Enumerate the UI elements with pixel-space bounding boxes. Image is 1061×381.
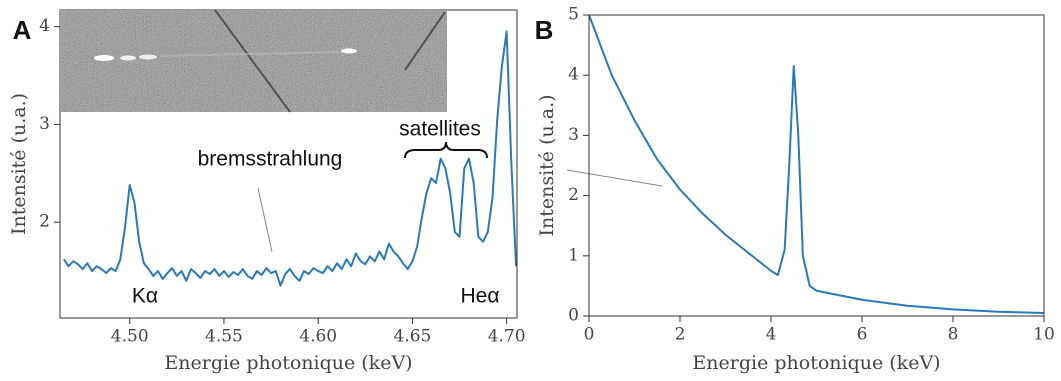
detector-image (60, 9, 447, 113)
x-tick-label: 4 (766, 325, 777, 345)
annotation-pointer (566, 169, 663, 187)
image-streak (214, 9, 291, 113)
y-tick-label: 2 (568, 185, 579, 205)
x-tick-label: 4.60 (299, 327, 337, 347)
y-tick-label: 2 (39, 212, 50, 232)
panel-label: B (535, 15, 554, 45)
image-spot (341, 48, 357, 54)
y-tick-label: 3 (39, 114, 50, 134)
y-axis-label: Intensité (u.a.) (536, 94, 558, 236)
x-tick-label: 0 (584, 325, 595, 345)
x-tick-label: 2 (675, 325, 686, 345)
y-tick-label: 4 (568, 65, 579, 85)
x-axis-label: Energie photonique (keV) (164, 352, 412, 374)
data-line (62, 30, 518, 287)
y-tick-label: 1 (568, 245, 579, 265)
y-tick-label: 4 (39, 16, 50, 36)
x-tick-label: 8 (948, 325, 959, 345)
image-streak (404, 11, 446, 71)
annotation: bremsstrahlung (198, 148, 343, 171)
x-tick-label: 6 (857, 325, 868, 345)
x-tick-label: 4.50 (111, 327, 149, 347)
image-spot (139, 54, 157, 60)
y-axis-label: Intensité (u.a.) (8, 93, 30, 235)
x-tick-label: 10 (1033, 325, 1055, 345)
x-tick-label: 4.55 (205, 327, 243, 347)
panel-label: A (13, 15, 32, 45)
data-line (588, 14, 1045, 314)
annotation: satellites (399, 118, 481, 141)
satellites-bracket (404, 141, 488, 159)
annotation: Kα (132, 285, 158, 308)
x-tick-label: 4.70 (488, 327, 526, 347)
y-tick-label: 0 (568, 306, 579, 326)
annotation: Heα (461, 285, 500, 308)
annotation-pointer (257, 187, 273, 253)
image-spot (120, 55, 136, 61)
plot-frame (588, 14, 1045, 317)
x-axis-label: Energie photonique (keV) (692, 352, 940, 374)
image-spot (94, 55, 114, 61)
y-tick-label: 3 (568, 125, 579, 145)
image-trace (159, 51, 341, 57)
y-tick-label: 5 (568, 5, 579, 25)
x-tick-label: 4.65 (393, 327, 431, 347)
